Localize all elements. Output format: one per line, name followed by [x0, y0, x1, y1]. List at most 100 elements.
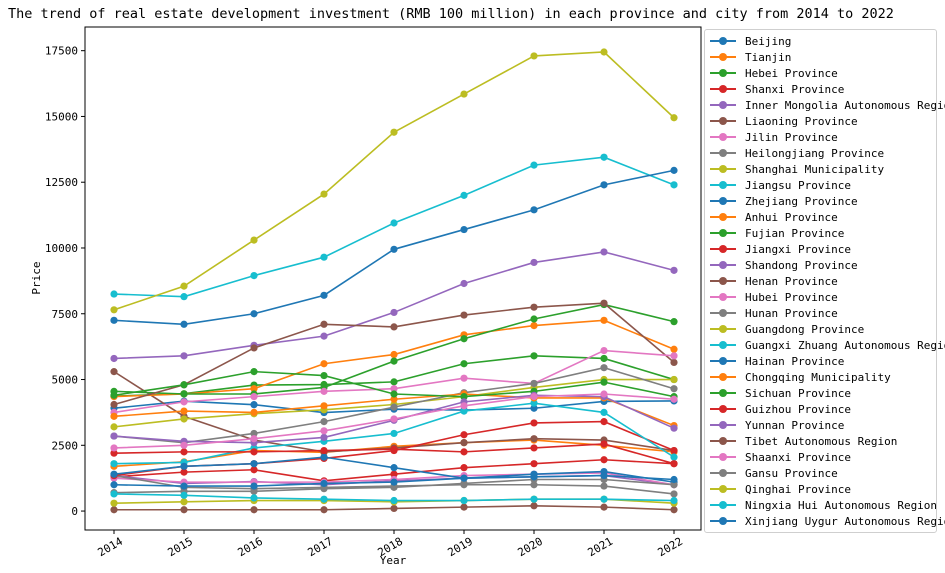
series-guizhou-province [110, 440, 678, 468]
legend-dot-marker [719, 69, 727, 77]
data-point [460, 374, 468, 382]
legend-item: Tianjin [710, 49, 936, 65]
data-point [600, 495, 608, 503]
data-point [460, 407, 468, 415]
legend-label: Shanxi Province [745, 82, 845, 96]
data-point [530, 435, 538, 443]
data-point [460, 448, 468, 456]
y-tick-label: 15000 [45, 110, 78, 123]
data-point [110, 490, 118, 498]
data-point [530, 481, 538, 489]
x-tick-label: 2020 [516, 535, 545, 560]
data-point [110, 499, 118, 507]
data-point [250, 344, 258, 352]
data-point [530, 419, 538, 427]
legend-swatch [710, 481, 736, 497]
series-anhui-province [110, 316, 678, 401]
legend-swatch [710, 81, 736, 97]
x-tick-label: 2016 [236, 535, 265, 560]
legend-label: Yunnan Province [745, 418, 845, 432]
data-point [320, 291, 328, 299]
legend-label: Sichuan Province [745, 386, 851, 400]
legend-item: Zhejiang Province [710, 193, 936, 209]
data-point [390, 464, 398, 472]
data-point [670, 375, 678, 384]
data-point [390, 478, 398, 486]
y-tick-label: 12500 [45, 176, 78, 189]
data-point [180, 293, 188, 301]
legend-swatch [710, 225, 736, 241]
legend-label: Guizhou Province [745, 402, 851, 416]
data-point [390, 395, 398, 403]
data-point [460, 393, 468, 401]
data-point [180, 352, 188, 360]
data-point [390, 128, 398, 136]
data-point [460, 225, 468, 234]
legend-label: Inner Mongolia Autonomous Region [745, 98, 945, 112]
data-point [110, 460, 118, 468]
data-point [460, 360, 468, 368]
legend-label: Shandong Province [745, 258, 858, 272]
data-point [320, 495, 328, 503]
legend-item: Anhui Province [710, 209, 936, 225]
series-line [113, 51, 675, 311]
data-point [250, 310, 258, 318]
x-tick-label: 2019 [446, 535, 475, 560]
data-point [600, 440, 608, 448]
legend-label: Jilin Province [745, 130, 838, 144]
data-point [530, 444, 538, 452]
legend-label: Hebei Province [745, 66, 838, 80]
legend-dot-marker [719, 389, 727, 397]
data-point [250, 393, 258, 401]
data-point [180, 506, 188, 514]
data-point [250, 429, 258, 438]
data-point [180, 482, 188, 490]
legend-dot-marker [719, 517, 727, 525]
legend-dot-marker [719, 181, 727, 189]
data-point [320, 402, 328, 410]
data-point [530, 473, 538, 481]
legend-label: Xinjiang Uygur Autonomous Region [745, 514, 945, 528]
data-point [180, 441, 188, 449]
data-point [600, 364, 608, 372]
data-point [460, 402, 468, 410]
legend-swatch [710, 289, 736, 305]
data-point [250, 401, 258, 409]
data-point [180, 491, 188, 499]
legend-dot-marker [719, 421, 727, 429]
data-point [390, 357, 398, 365]
series-xinjiang-uygur-autonomous-region [110, 471, 678, 490]
legend-item: Shanghai Municipality [710, 161, 936, 177]
data-point [670, 490, 678, 498]
data-point [390, 496, 398, 505]
legend-item: Yunnan Province [710, 417, 936, 433]
data-point [460, 90, 468, 98]
data-point [320, 506, 328, 514]
data-point [530, 303, 538, 311]
data-point [110, 400, 118, 409]
data-point [530, 321, 538, 330]
data-point [460, 479, 468, 488]
legend-dot-marker [719, 325, 727, 333]
data-point [250, 385, 258, 393]
legend-dot-marker [719, 437, 727, 445]
data-point [320, 387, 328, 395]
legend-item: Hainan Province [710, 353, 936, 369]
legend-swatch [710, 257, 736, 273]
data-point [670, 395, 678, 403]
legend-swatch [710, 177, 736, 193]
legend-item: Guangxi Zhuang Autonomous Region [710, 337, 945, 353]
data-point [320, 360, 328, 368]
data-point [670, 453, 678, 461]
legend-label: Chongqing Municipality [745, 370, 891, 384]
data-point [320, 190, 328, 198]
legend-swatch [710, 385, 736, 401]
data-point [320, 371, 328, 380]
legend-item: Shanxi Province [710, 81, 936, 97]
data-point [180, 468, 188, 476]
legend-swatch [710, 33, 736, 49]
legend-dot-marker [719, 53, 727, 61]
legend-item: Hubei Province [710, 289, 936, 305]
data-point [390, 429, 398, 438]
data-point [670, 506, 678, 514]
